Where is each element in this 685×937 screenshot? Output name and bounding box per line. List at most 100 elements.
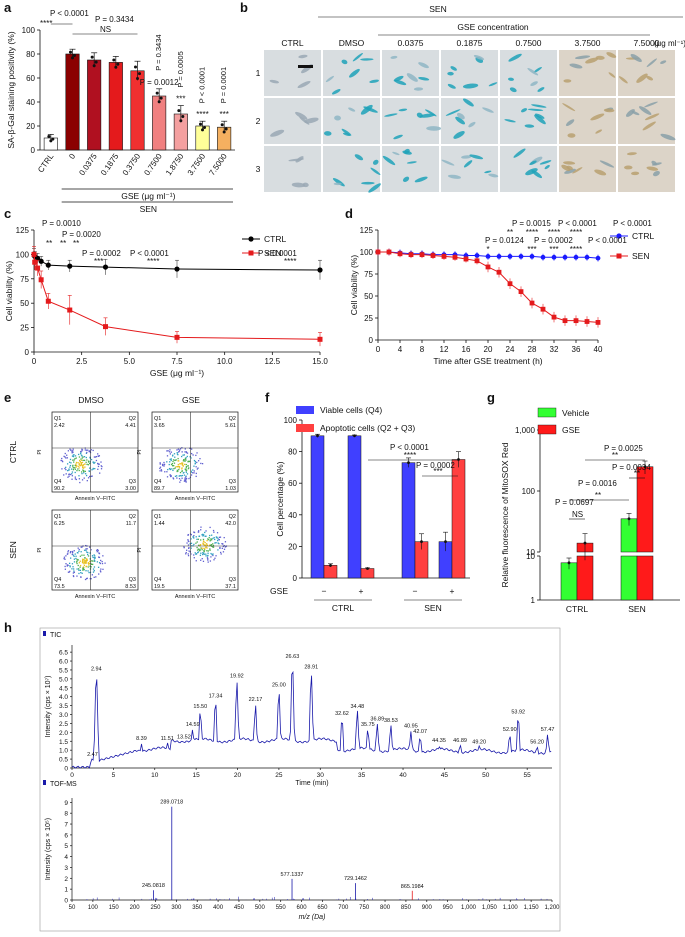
event-dot [163,465,165,467]
event-dot [207,550,209,552]
data-point [595,320,601,325]
event-dot [73,561,76,563]
event-dot [176,469,179,471]
event-dot [170,458,172,460]
plot-frame [151,411,239,493]
event-dot [85,544,87,547]
event-dot [176,470,178,473]
event-dot [83,477,85,479]
data-point [529,254,535,259]
x-tick-label: 600 [297,905,308,911]
event-dot [221,547,224,550]
event-dot [192,469,194,471]
peak-label: 52.90 [503,727,517,733]
plot-frame [151,509,239,591]
stained-cell [426,126,442,131]
event-dot [182,462,184,464]
event-dot [83,472,85,474]
stained-cell [295,111,308,120]
event-dot [198,544,200,546]
stained-cell [603,108,615,113]
event-dot [214,557,216,559]
event-dot [89,457,92,459]
column-label: 0.0375 [398,38,424,48]
panel-label-h: h [4,620,12,635]
event-dot [78,456,81,458]
x-tick-label: 30 [317,772,325,779]
panel-label-d: d [345,206,353,221]
event-dot [100,559,102,562]
event-dot [81,572,83,574]
quadrant-value: 2.42 [54,423,65,429]
x-tick-label: 450 [234,905,245,911]
x-tick-label: 400 [213,905,224,911]
event-dot [195,475,197,478]
event-dot [176,449,178,451]
stained-cell [418,62,429,69]
x-tick-label: 0.3750 [121,152,143,178]
event-dot [207,552,209,554]
quadrant-value: 5.61 [225,423,236,429]
stained-cell [567,133,576,138]
event-dot [69,466,71,468]
data-point [73,53,76,57]
stained-cell [462,98,474,107]
event-dot [212,554,214,557]
data-point [452,254,458,260]
event-dot [85,561,87,563]
event-dot [90,549,92,551]
stained-cell [323,131,332,136]
peak-label: 38.53 [384,718,398,724]
event-dot [79,555,82,557]
event-dot [169,458,171,460]
significance-label: P = 0.0002 [534,236,573,245]
event-dot [74,553,76,555]
y-axis-title: PI [37,449,43,455]
event-dot [71,471,74,473]
event-dot [187,544,190,546]
x-tick-label: 1,100 [503,905,519,911]
data-point [529,300,535,306]
x-tick-label: 28 [528,345,537,354]
stained-cell [527,67,539,76]
significance-label: P = 0.0016 [578,479,617,488]
micrograph-tile [500,146,557,192]
event-dot [69,565,71,567]
peak-label: 44.35 [432,738,446,744]
event-dot [65,555,67,557]
legend-label: Viable cells (Q4) [320,405,382,415]
event-dot [194,463,196,465]
event-dot [193,470,195,472]
trace-marker [43,631,46,636]
event-dot [85,449,88,451]
event-dot [196,452,198,454]
significance-stars: P = 0.0012 [140,78,179,87]
event-dot [75,461,78,464]
stained-cell [445,109,461,116]
event-dot [181,468,183,470]
significance-stars: *** [219,110,228,119]
quadrant-name: Q3 [129,577,136,583]
event-dot [81,461,84,464]
event-dot [183,546,185,548]
event-dot [181,474,184,477]
stained-cell [562,103,576,112]
event-dot [83,470,85,472]
data-point [463,256,469,262]
y-tick-label: 80 [26,50,35,59]
event-dot [212,537,214,540]
event-dot [81,450,83,452]
group-label: CTRL [566,604,588,614]
event-dot [184,479,186,481]
quadrant-value: 8.53 [125,584,136,590]
event-dot [206,539,208,542]
stained-cell [352,52,363,62]
bar [108,62,123,151]
x-axis-title: Annexin V–FITC [175,496,215,502]
event-dot [180,479,182,481]
event-dot [202,538,205,541]
event-dot [84,470,86,473]
y-tick-label: 100 [522,487,536,496]
stained-cell [298,54,308,59]
event-dot [93,570,95,572]
